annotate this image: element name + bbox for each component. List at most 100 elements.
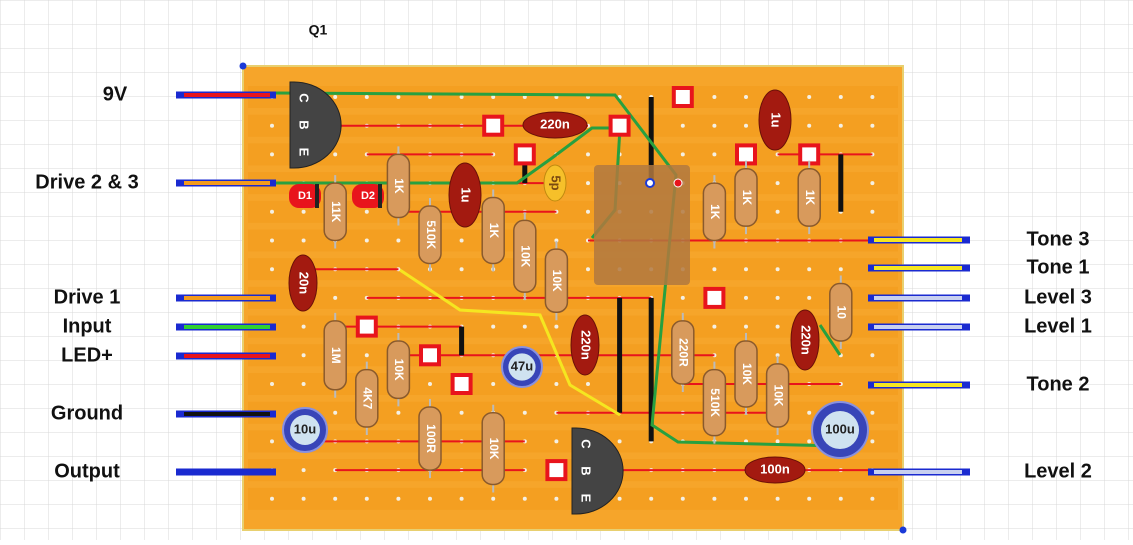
hole [870,353,874,357]
hole [491,497,495,501]
connection-label: Tone 1 [1027,256,1090,278]
resistor-label: 1K [392,178,406,194]
pad [547,461,565,479]
hole [776,181,780,185]
hole [681,497,685,501]
transistor-pin: C [579,439,594,449]
hole [428,497,432,501]
hole [491,382,495,386]
capacitor-label: 20n [297,272,312,294]
connection-label: Output [54,460,120,482]
hole [333,296,337,300]
hole [396,95,400,99]
transistor-pin: B [297,120,312,129]
hole [428,95,432,99]
hole [523,411,527,415]
hole [586,152,590,156]
hole [586,181,590,185]
hole [744,296,748,300]
capacitor-label: 1u [459,187,474,202]
transistor-pin: E [579,494,594,503]
hole [744,267,748,271]
hole [618,439,622,443]
hole [807,124,811,128]
hole [870,181,874,185]
hole [270,152,274,156]
hole [396,497,400,501]
hole [396,411,400,415]
resistor-label: 10 [835,306,849,320]
pad [453,375,471,393]
transistor-pin: C [297,93,312,103]
hole [460,497,464,501]
capacitor-label: 220n [579,330,594,360]
hole [270,439,274,443]
capacitor-label: 1u [769,112,784,127]
hole [365,353,369,357]
hole [807,95,811,99]
resistor-label: 10K [519,245,533,267]
hole [302,210,306,214]
resistor-label: 10K [771,384,785,406]
copper-strip [248,86,898,108]
hole [807,411,811,415]
pad [484,117,502,135]
hole [460,411,464,415]
hole [776,296,780,300]
hole [270,382,274,386]
resistor-label: 1K [803,190,817,206]
hole [554,439,558,443]
hole [618,497,622,501]
hole [776,439,780,443]
hole [396,239,400,243]
diode-band [378,184,382,208]
resistor-label: 10K [392,359,406,381]
hole [270,267,274,271]
hole [491,325,495,329]
hole [776,325,780,329]
diode-band [315,184,319,208]
hole [839,95,843,99]
resistor-label: 1K [740,190,754,206]
hole [744,95,748,99]
hole [333,95,337,99]
hole [586,267,590,271]
hole [523,497,527,501]
hole [302,353,306,357]
pad [674,88,692,106]
transistor-pin: E [297,148,312,157]
hole [460,267,464,271]
hole [776,267,780,271]
corner-dot [900,527,907,534]
hole [586,210,590,214]
diode-label: D2 [361,190,375,202]
resistor-label: 10K [487,438,501,460]
connection-label: Level 1 [1024,315,1092,337]
resistor-label: 100R [424,424,438,453]
transistor-title: Q1 [309,22,328,38]
ic-pin-8 [674,179,682,187]
connection-label: Drive 2 & 3 [35,171,138,193]
hole [681,124,685,128]
pad [421,346,439,364]
hole [744,124,748,128]
hole [681,152,685,156]
pad [800,145,818,163]
hole [807,439,811,443]
hole [807,267,811,271]
hole [712,267,716,271]
hole [712,152,716,156]
hole [744,325,748,329]
resistor-label: 510K [424,220,438,249]
capacitor-label: 10u [294,421,316,436]
resistor-label: 11K [329,201,343,223]
hole [839,497,843,501]
hole [554,382,558,386]
connection-label: 9V [103,83,128,105]
connection-label: Drive 1 [54,286,121,308]
hole [554,325,558,329]
hole [712,124,716,128]
hole [870,95,874,99]
pad [516,145,534,163]
hole [302,382,306,386]
